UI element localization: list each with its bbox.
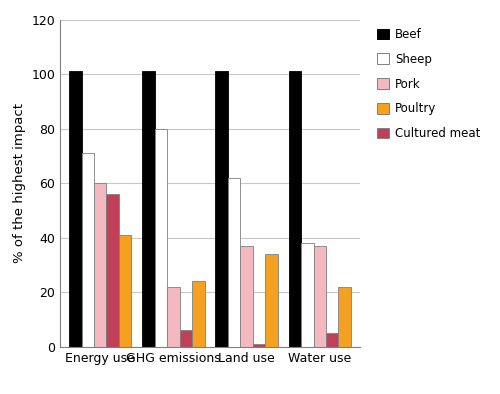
Bar [82, 153, 94, 347]
Bar [265, 254, 278, 347]
Bar [288, 71, 301, 347]
Bar [94, 183, 106, 347]
Bar [314, 246, 326, 347]
Bar [69, 71, 82, 347]
Bar [216, 71, 228, 347]
Y-axis label: % of the highest impact: % of the highest impact [12, 103, 26, 263]
Legend: Beef, Sheep, Pork, Poultry, Cultured meat: Beef, Sheep, Pork, Poultry, Cultured mea… [375, 26, 482, 143]
Bar [192, 281, 204, 347]
Bar [106, 194, 119, 347]
Bar [180, 330, 192, 347]
Bar [326, 333, 338, 347]
Bar [167, 287, 179, 347]
Bar [240, 246, 253, 347]
Bar [338, 287, 351, 347]
Bar [119, 235, 132, 347]
Bar [228, 178, 240, 347]
Bar [155, 129, 167, 347]
Bar [142, 71, 155, 347]
Bar [253, 344, 265, 347]
Bar [301, 243, 314, 347]
